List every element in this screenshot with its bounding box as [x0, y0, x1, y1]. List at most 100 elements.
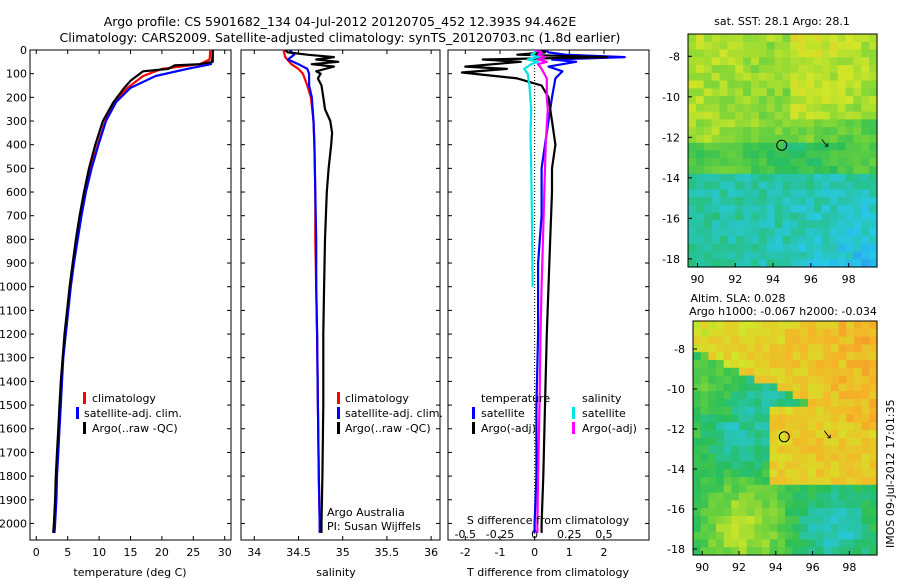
heatmap-cell	[688, 228, 697, 237]
heatmap-cell	[854, 438, 863, 447]
heatmap-cell	[716, 321, 725, 330]
heatmap-cell	[774, 65, 784, 74]
heatmap-cell	[782, 80, 791, 89]
heatmap-cell	[823, 406, 832, 416]
heatmap-cell	[831, 500, 840, 509]
heatmap-cell	[831, 531, 840, 540]
heatmap-cell	[792, 461, 801, 470]
heatmap-cell	[777, 367, 786, 377]
drift-track	[821, 138, 829, 147]
heatmap-cell	[716, 430, 725, 439]
heatmap-cell	[846, 500, 855, 509]
heatmap-cell	[798, 204, 807, 214]
heatmap-cell	[869, 134, 878, 144]
heatmap-cell	[746, 484, 755, 494]
heatmap-cell	[782, 243, 791, 253]
heatmap-cell	[823, 547, 832, 556]
heatmap-cell	[711, 41, 721, 51]
heatmap-cell	[861, 80, 870, 89]
heatmap-cell	[853, 111, 862, 121]
heatmap-cell	[762, 453, 771, 462]
heatmap-cell	[758, 243, 768, 253]
heatmap-cell	[769, 469, 778, 478]
heatmap-cell	[769, 321, 778, 330]
satellite-adj-clim-line	[53, 50, 214, 533]
heatmap-cell	[869, 375, 878, 384]
heatmap-cell	[831, 399, 840, 408]
heatmap-cell	[861, 181, 870, 190]
heatmap-cell	[815, 477, 824, 486]
heatmap-cell	[806, 119, 815, 128]
heatmap-cell	[716, 336, 725, 345]
heatmap-cell	[769, 500, 778, 509]
heatmap-cell	[831, 523, 840, 533]
heatmap-cell	[719, 251, 728, 260]
heatmap-cell	[854, 547, 863, 556]
heatmap-cell	[700, 531, 709, 540]
lat-tick-label: -8	[674, 343, 685, 356]
heatmap-cell	[869, 57, 878, 66]
heatmap-cell	[815, 516, 824, 525]
heatmap-cell	[798, 251, 807, 260]
heatmap-cell	[716, 477, 725, 486]
heatmap-cell	[853, 65, 862, 74]
heatmap-cell	[735, 235, 744, 245]
heatmap-cell	[746, 469, 755, 478]
heatmap-cell	[785, 391, 794, 400]
heatmap-cell	[711, 212, 721, 221]
heatmap-cell	[758, 173, 768, 183]
heatmap-cell	[782, 150, 791, 159]
heatmap-cell	[693, 422, 702, 431]
heatmap-cell	[845, 150, 854, 159]
heatmap-cell	[716, 523, 725, 533]
heatmap-cell	[774, 189, 784, 198]
heatmap-cell	[688, 173, 697, 183]
heatmap-cell	[743, 103, 752, 113]
heatmap-cell	[743, 212, 752, 221]
heatmap-cell	[743, 251, 752, 260]
heatmap-cell	[774, 134, 784, 144]
heatmap-cell	[808, 461, 817, 470]
heatmap-cell	[790, 189, 799, 198]
heatmap-cell	[782, 158, 791, 167]
heatmap-cell	[823, 344, 832, 353]
heatmap-cell	[758, 259, 768, 268]
heatmap-cell	[723, 453, 732, 462]
heatmap-cell	[703, 49, 713, 58]
heatmap-cell	[845, 80, 854, 89]
heatmap-cell	[846, 539, 855, 548]
heatmap-cell	[790, 88, 799, 97]
heatmap-cell	[869, 181, 878, 190]
heatmap-cell	[769, 508, 778, 517]
heatmap-cell	[719, 65, 728, 74]
heatmap-cell	[837, 150, 847, 159]
heatmap-cell	[800, 328, 809, 338]
heatmap-cell	[735, 212, 744, 221]
imos-timestamp: IMOS 09-Jul-2012 17:01:35	[884, 399, 897, 548]
heatmap-cell	[800, 375, 809, 384]
heatmap-cell	[829, 181, 839, 190]
legend-swatch-sal-satellite	[572, 407, 575, 419]
heatmap-cell	[869, 119, 878, 128]
heatmap-cell	[693, 539, 702, 548]
heatmap-cell	[837, 173, 847, 183]
heatmap-cell	[861, 516, 870, 525]
heatmap-cell	[751, 88, 760, 97]
heatmap-cell	[823, 336, 832, 345]
heatmap-cell	[758, 88, 768, 97]
heatmap-cell	[869, 88, 878, 97]
heatmap-cell	[735, 220, 744, 229]
heatmap-cell	[711, 127, 721, 136]
heatmap-cell	[792, 321, 801, 330]
heatmap-cell	[814, 228, 823, 237]
heatmap-cell	[711, 197, 721, 206]
heatmap-cell	[869, 65, 878, 74]
heatmap-cell	[837, 181, 847, 190]
heatmap-cell	[792, 500, 801, 509]
heatmap-cell	[746, 336, 755, 345]
heatmap-cell	[727, 228, 736, 237]
heatmap-cell	[790, 181, 799, 190]
heatmap-cell	[758, 134, 768, 144]
heatmap-cell	[838, 453, 847, 462]
heatmap-cell	[739, 531, 748, 540]
